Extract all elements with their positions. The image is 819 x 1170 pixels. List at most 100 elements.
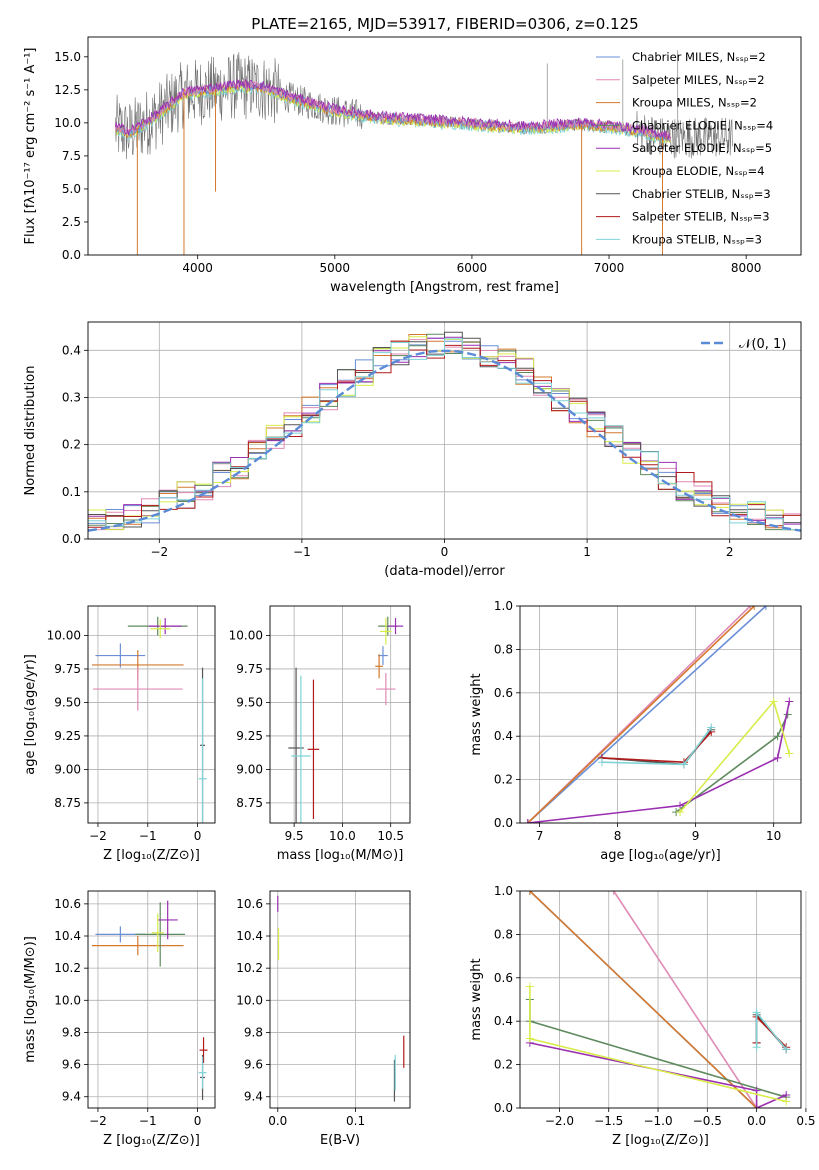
weight_vs_Z-ylabel: mass weight <box>469 958 484 1040</box>
age_vs_Z-xtick-label: 0 <box>194 829 202 843</box>
figure-title: PLATE=2165, MJD=53917, FIBERID=0306, z=0… <box>251 15 638 33</box>
mass_vs_Z-ytick-label: 10.4 <box>54 929 81 943</box>
weight_vs_age-ytick-label: 0.6 <box>494 686 513 700</box>
spectrum-ytick-label: 0.0 <box>62 248 81 262</box>
weight_vs_age-ytick-label: 0.2 <box>494 773 513 787</box>
mass_vs_Z-axes: −2 −1 0 9.4 9.6 9.8 10.0 10.2 10.4 10.6 Z [log₁₀(Z… <box>23 890 216 1148</box>
residuals-ytick-label: 0.3 <box>62 390 81 404</box>
age_vs_Z-ytick-label: 9.25 <box>54 729 81 743</box>
mass_vs_Z-frame <box>87 890 216 1109</box>
weight_vs_Z-ytick-label: 0.8 <box>494 927 513 941</box>
age_vs_Z-ytick-label: 8.75 <box>54 796 81 810</box>
spectrum-ytick-label: 5.0 <box>62 182 81 196</box>
spectrum-legend-label: Salpeter MILES, Nₛₛₚ=2 <box>632 73 765 87</box>
weight_vs_Z-xtick-label: −2.0 <box>545 1114 574 1128</box>
weight_vs_age-ytick-label: 1.0 <box>494 599 513 613</box>
mass_vs_Z-ylabel: mass [log₁₀(M/M⊙)] <box>23 936 38 1063</box>
weight_vs_age-point-marker <box>785 697 794 706</box>
weight_vs_age-point-marker <box>597 758 606 767</box>
weight_vs_Z-xtick-label: 0.5 <box>796 1114 815 1128</box>
residuals-xtick-label: 1 <box>583 545 591 559</box>
age_vs_mass-xtick-label: 10.5 <box>377 829 404 843</box>
spectrum-ytick-label: 7.5 <box>62 149 81 163</box>
weight_vs_age-point-marker <box>676 808 685 817</box>
residuals-xtick-label: 2 <box>726 545 734 559</box>
mass_vs_ebv-ytick-label: 9.4 <box>244 1090 263 1104</box>
residuals-ytick-label: 0.4 <box>62 343 81 357</box>
weight_vs_Z-point-marker <box>525 1034 534 1043</box>
spectrum-ytick-label: 15.0 <box>54 50 81 64</box>
weight_vs_Z-xlabel: Z [log₁₀(Z/Z⊙)] <box>612 1133 709 1148</box>
weight_vs_age-xtick-label: 7 <box>536 829 544 843</box>
weight_vs_age-ytick-label: 0.4 <box>494 729 513 743</box>
weight_vs_Z-point-marker <box>752 1086 761 1095</box>
mass_vs_ebv-plot-area <box>277 895 405 1102</box>
mass_vs_Z-xlabel: Z [log₁₀(Z/Z⊙)] <box>103 1133 200 1148</box>
weight_vs_Z-xtick-label: 0.0 <box>747 1114 766 1128</box>
spectrum-xtick-label: 4000 <box>182 261 213 275</box>
mass_vs_ebv-ytick-label: 10.6 <box>236 897 263 911</box>
mass_vs_ebv-xlabel: E(B-V) <box>320 1133 360 1148</box>
normal-curve <box>88 349 801 532</box>
spectrum-legend-label: Chabrier MILES, Nₛₛₚ=2 <box>632 50 766 64</box>
spectrum-legend-label: Kroupa MILES, Nₛₛₚ=2 <box>632 96 757 110</box>
weight_vs_Z-frame <box>519 890 802 1109</box>
age_vs_mass-ytick-label: 9.75 <box>236 662 263 676</box>
weight_vs_Z-point-marker <box>752 1008 761 1017</box>
weight_vs_age-frame <box>519 605 802 824</box>
mass_vs_ebv-ytick-label: 10.4 <box>236 929 263 943</box>
weight_vs_age-point-marker <box>523 819 532 823</box>
spectrum-ytick-label: 12.5 <box>54 83 81 97</box>
age_vs_mass-ytick-label: 8.75 <box>236 796 263 810</box>
mass_vs_ebv-ytick-label: 9.8 <box>244 1025 263 1039</box>
mass_vs_Z-ytick-label: 10.0 <box>54 993 81 1007</box>
mass_vs_ebv-ytick-label: 9.6 <box>244 1058 263 1072</box>
spectrum-model-line <box>115 78 671 140</box>
spectrum-legend-label: Kroupa STELIB, Nₛₛₚ=3 <box>632 232 762 246</box>
residuals-ytick-label: 0.1 <box>62 485 81 499</box>
age_vs_Z-ytick-label: 9.50 <box>54 695 81 709</box>
mass_vs_ebv-axes: 0.0 0.1 9.4 9.6 9.8 10.0 10.2 10.4 10.6 E(B-V) <box>236 890 411 1148</box>
spectrum-axes: 4000 5000 6000 7000 8000 0.0 2.5 5.0 7.5 10.0 12.5… <box>23 36 802 295</box>
residual-histogram-step <box>88 338 801 531</box>
weight_vs_age-point-marker <box>707 723 716 732</box>
age_vs_Z-ytick-label: 10.00 <box>47 628 81 642</box>
weight_vs_Z-axes: −2.0 −1.5 −1.0 −0.5 0.0 0.5 0.0 0.2 0.4 0.6 0.8 1.0… <box>469 884 815 1148</box>
age_vs_Z-ylabel: age [log₁₀(age/yr)] <box>23 654 38 775</box>
spectrum-legend-label: Chabrier STELIB, Nₛₛₚ=3 <box>632 187 771 201</box>
spectrum-xtick-label: 5000 <box>320 261 351 275</box>
weight_vs_age-series-line <box>679 699 791 813</box>
weight_vs_age-xtick-label: 10 <box>766 829 781 843</box>
mass_vs_Z-ytick-label: 10.6 <box>54 897 81 911</box>
age_vs_mass-ytick-label: 9.50 <box>236 695 263 709</box>
residuals-xtick-label: 0 <box>441 545 449 559</box>
mass_vs_ebv-frame <box>269 890 411 1109</box>
weight_vs_Z-ytick-label: 0.0 <box>494 1101 513 1115</box>
mass_vs_Z-ytick-label: 9.8 <box>62 1025 81 1039</box>
weight_vs_age-point-marker <box>785 749 794 758</box>
spectrum-plot-area <box>115 50 733 255</box>
mass_vs_ebv-xtick-label: 0.1 <box>346 1114 365 1128</box>
mass_vs_Z-plot-area <box>91 900 208 1100</box>
residuals-plot-area <box>88 331 801 532</box>
weight_vs_Z-plot-area <box>525 891 791 1108</box>
weight_vs_age-point-marker <box>750 606 759 610</box>
weight_vs_age-point-marker <box>773 753 782 762</box>
weight_vs_age-plot-area <box>523 606 794 823</box>
spectrum-xtick-label: 8000 <box>731 261 762 275</box>
age_vs_Z-xtick-label: −2 <box>89 829 107 843</box>
weight_vs_Z-series-line <box>529 891 758 1108</box>
age_vs_Z-xlabel: Z [log₁₀(Z/Z⊙)] <box>103 848 200 863</box>
weight_vs_age-xtick-label: 8 <box>614 829 622 843</box>
age_vs_mass-plot-area <box>288 616 404 823</box>
spectrum-frame <box>87 36 802 256</box>
weight_vs_age-xtick-label: 9 <box>692 829 700 843</box>
mass_vs_ebv-xtick-label: 0.0 <box>268 1114 287 1128</box>
age_vs_Z-ytick-label: 9.00 <box>54 762 81 776</box>
residuals-xtick-label: −2 <box>150 545 168 559</box>
weight_vs_Z-point-marker <box>609 891 618 895</box>
weight_vs_Z-series-line <box>613 891 758 1108</box>
weight_vs_Z-ytick-label: 0.4 <box>494 1014 513 1028</box>
mass_vs_Z-ytick-label: 10.2 <box>54 961 81 975</box>
